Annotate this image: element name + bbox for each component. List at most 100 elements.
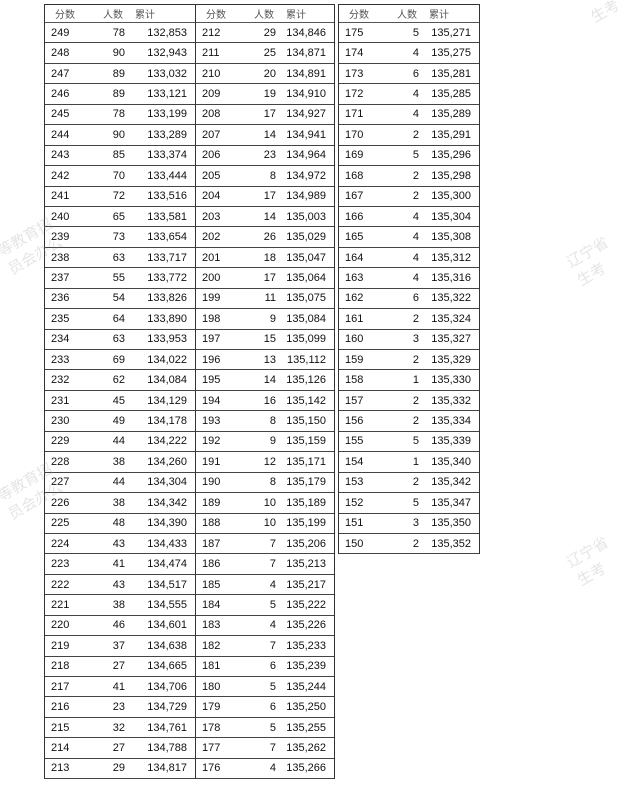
count-cell: 14 [263,210,276,223]
score-cell: 241 [51,190,70,203]
count-cell: 17 [263,190,276,203]
count-cell: 19 [263,88,276,101]
cumulative-cell: 134,910 [286,88,326,101]
cumulative-cell: 135,350 [431,517,471,530]
cumulative-cell: 135,075 [286,292,326,305]
table-row: 151 3 135,350 [339,514,479,534]
table-row: 200 17 135,064 [196,268,334,289]
table-row: 187 7 135,206 [196,534,334,555]
cumulative-cell: 133,032 [147,67,187,80]
cumulative-cell: 134,084 [147,374,187,387]
score-cell: 185 [202,578,221,591]
count-cell: 5 [269,680,276,693]
cumulative-cell: 135,222 [286,598,326,611]
score-cell: 202 [202,231,221,244]
count-cell: 20 [263,67,276,80]
cumulative-cell: 134,517 [147,578,187,591]
count-cell: 12 [263,455,276,468]
score-cell: 186 [202,558,221,571]
table-row: 222 43 134,517 [45,575,195,596]
score-cell: 195 [202,374,221,387]
cumulative-cell: 135,003 [286,210,326,223]
count-cell: 4 [412,251,419,264]
cumulative-cell: 133,826 [147,292,187,305]
watermark: 生考 [587,0,623,27]
count-cell: 6 [412,67,419,80]
score-cell: 236 [51,292,70,305]
score-cell: 152 [345,496,364,509]
table-row: 223 41 134,474 [45,554,195,575]
table-row: 220 46 134,601 [45,616,195,637]
cumulative-cell: 135,126 [286,374,326,387]
score-cell: 204 [202,190,221,203]
count-cell: 2 [412,394,419,407]
count-cell: 11 [264,292,276,305]
cumulative-cell: 134,706 [147,680,187,693]
count-cell: 37 [112,639,125,652]
count-cell: 23 [263,149,276,162]
count-cell: 7 [269,639,276,652]
score-cell: 158 [345,374,364,387]
score-cell: 183 [202,619,221,632]
table-row: 227 44 134,304 [45,473,195,494]
table-row: 193 8 135,150 [196,411,334,432]
count-cell: 5 [269,721,276,734]
score-cell: 200 [202,271,221,284]
cumulative-cell: 135,159 [286,435,326,448]
count-cell: 2 [412,128,419,141]
count-cell: 14 [263,374,276,387]
cumulative-cell: 134,989 [286,190,326,203]
table-row: 214 27 134,788 [45,738,195,759]
table-row: 174 4 135,275 [339,43,479,64]
cumulative-cell: 135,047 [286,251,326,264]
cumulative-cell: 135,316 [431,271,471,284]
watermark: 辽宁省 生考 [563,233,612,290]
table-row: 199 11 135,075 [196,289,334,310]
table-row: 175 5 135,271 [339,23,479,44]
score-cell: 238 [51,251,70,264]
score-cell: 160 [345,333,364,346]
score-cell: 177 [202,742,221,755]
table-row: 173 6 135,281 [339,64,479,85]
count-cell: 17 [263,271,276,284]
table-row: 188 10 135,199 [196,514,334,534]
count-cell: 6 [412,292,419,305]
count-cell: 7 [269,742,276,755]
cumulative-cell: 134,941 [286,128,326,141]
table-row: 178 5 135,255 [196,718,334,739]
cumulative-cell: 135,342 [431,476,471,489]
table-row: 156 2 135,334 [339,411,479,432]
cumulative-cell: 135,226 [286,619,326,632]
score-cell: 193 [202,415,221,428]
table-row: 169 5 135,296 [339,146,479,167]
header-score: 分数 [206,10,226,21]
score-cell: 208 [202,108,221,121]
score-cell: 184 [202,598,221,611]
table-row: 192 9 135,159 [196,432,334,453]
count-cell: 2 [412,537,419,550]
table-row: 218 27 134,665 [45,657,195,677]
cumulative-cell: 134,964 [286,149,326,162]
score-cell: 212 [202,26,221,39]
table-row: 249 78 132,853 [45,23,195,44]
cumulative-cell: 134,222 [147,435,187,448]
cumulative-cell: 135,289 [431,108,471,121]
cumulative-cell: 135,199 [286,517,326,530]
cumulative-cell: 133,199 [147,108,187,121]
score-cell: 214 [51,742,70,755]
count-cell: 2 [412,353,419,366]
cumulative-cell: 135,332 [431,394,471,407]
header-cumulative: 累计 [135,10,155,21]
table-row: 207 14 134,941 [196,125,334,146]
score-cell: 245 [51,108,70,121]
table-row: 239 73 133,654 [45,227,195,248]
count-cell: 43 [112,537,125,550]
count-cell: 8 [269,476,276,489]
score-cell: 233 [51,353,70,366]
count-cell: 54 [112,292,125,305]
cumulative-cell: 135,262 [286,742,326,755]
table-row: 179 6 135,250 [196,697,334,718]
score-cell: 209 [202,88,221,101]
count-cell: 6 [269,701,276,714]
table-row: 152 5 135,347 [339,493,479,514]
